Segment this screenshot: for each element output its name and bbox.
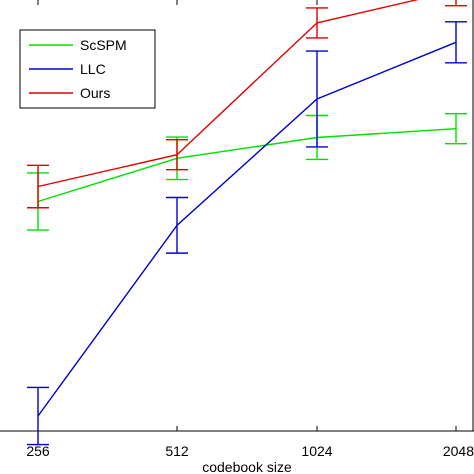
series-line-scspm	[37, 128, 457, 203]
legend: ScSPM LLC Ours	[19, 29, 156, 109]
legend-label-llc: LLC	[80, 61, 106, 77]
series-ours	[27, 0, 467, 209]
legend-label-scspm: ScSPM	[80, 37, 127, 53]
x-tick-label: 1024	[301, 443, 332, 459]
x-axis-ticks: 256 512 1024 2048	[26, 0, 474, 459]
legend-items: ScSPM LLC Ours	[29, 37, 127, 101]
x-tick-label: 512	[165, 443, 189, 459]
series-line-ours	[37, 0, 419, 188]
series-line-llc	[37, 41, 457, 417]
legend-label-ours: Ours	[80, 85, 110, 101]
x-tick-label: 2048	[443, 443, 474, 459]
x-axis-title: codebook size	[202, 459, 292, 474]
series-llc	[27, 21, 467, 446]
x-tick-label: 256	[26, 443, 50, 459]
plot-area: 256 512 1024 2048	[0, 0, 474, 459]
series-layer	[27, 0, 467, 446]
series-scspm	[27, 112, 467, 231]
